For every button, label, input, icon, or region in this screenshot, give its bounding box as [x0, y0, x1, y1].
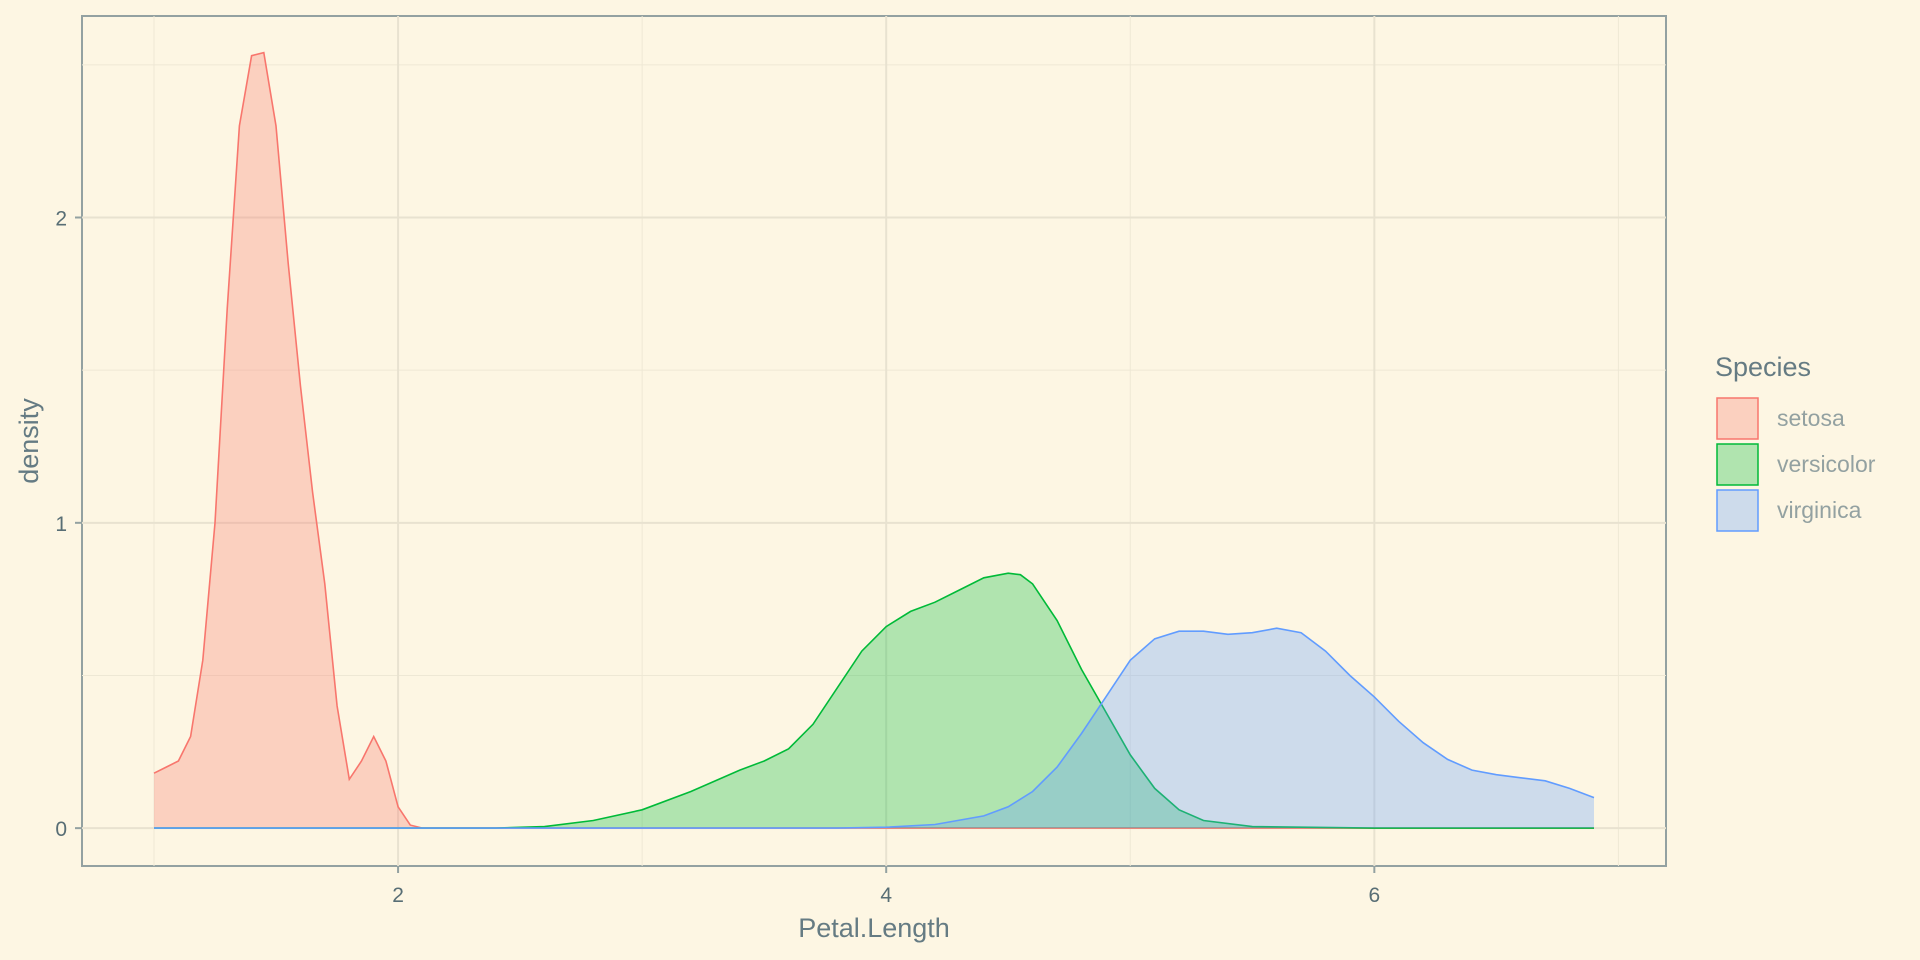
density-area-virginica: [154, 628, 1594, 829]
x-tick-label: 4: [880, 884, 892, 907]
x-tick-label: 2: [392, 884, 404, 907]
density-line-versicolor: [154, 572, 1594, 829]
legend-label-versicolor: versicolor: [1777, 451, 1876, 477]
legend-key-setosa: [1716, 397, 1759, 440]
x-axis-title: Petal.Length: [798, 913, 950, 943]
legend-title: Species: [1715, 352, 1811, 382]
legend-key-bg: [1716, 397, 1758, 439]
density-area-setosa: [154, 52, 1594, 829]
legend-key-virginica: [1716, 489, 1759, 532]
y-axis-ticks: 0 1 2: [55, 208, 82, 841]
legend-key-bg: [1716, 489, 1758, 531]
y-axis-title: density: [14, 398, 44, 484]
density-area-versicolor: [154, 573, 1594, 829]
y-tick-label: 2: [55, 208, 67, 231]
density-areas: [153, 51, 1595, 829]
y-tick-label: 0: [55, 818, 67, 841]
legend-label-setosa: setosa: [1777, 405, 1845, 431]
legend-label-virginica: virginica: [1777, 497, 1862, 523]
legend-key-bg: [1716, 443, 1758, 485]
minor-gridlines: [82, 16, 1666, 866]
density-line-virginica: [154, 627, 1595, 829]
x-axis-ticks: 2 4 6: [392, 866, 1380, 907]
y-tick-label: 1: [55, 513, 67, 536]
x-tick-label: 6: [1368, 884, 1380, 907]
legend: Species setosa versicolor virginica: [1715, 352, 1876, 532]
legend-key-versicolor: [1716, 443, 1759, 486]
